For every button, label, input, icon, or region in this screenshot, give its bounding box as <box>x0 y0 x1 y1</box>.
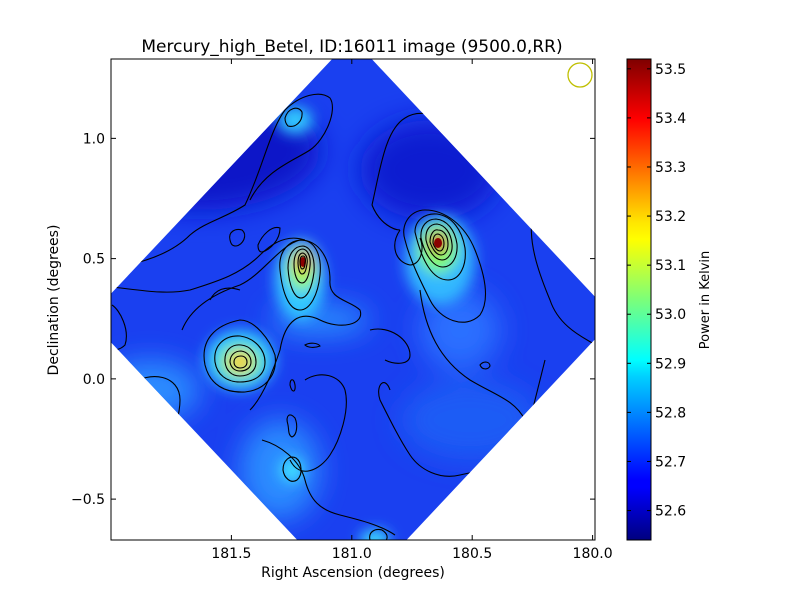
contour-line <box>425 223 453 261</box>
y-tick-label: −0.5 <box>71 492 105 508</box>
colorbar-tick-label: 53.2 <box>655 209 686 225</box>
axes-frame <box>110 58 596 541</box>
x-tick-label: 180.0 <box>573 546 613 562</box>
beam-size-circle <box>567 62 593 88</box>
y-axis: −0.5 0.0 0.5 1.0 <box>71 131 595 508</box>
contour-line <box>261 439 396 536</box>
x-axis: 181.5 181.0 180.5 180.0 <box>211 59 613 562</box>
colorbar-tick-label: 52.9 <box>655 356 686 372</box>
colorbar-tick-label: 52.7 <box>655 454 686 470</box>
contour-line <box>299 255 306 270</box>
contour-line <box>420 218 458 268</box>
contour-line <box>284 107 303 127</box>
colorbar-tick-label: 53.1 <box>655 258 686 274</box>
contour-line <box>287 245 315 299</box>
colorbar <box>626 58 652 541</box>
colorbar-tick-label: 53.5 <box>655 62 686 78</box>
contour-line <box>282 456 302 482</box>
y-tick-label: 1.0 <box>83 131 105 147</box>
contour-line <box>289 379 296 392</box>
contour-line <box>209 287 241 301</box>
colorbar-label: Power in Kelvin <box>698 251 713 349</box>
x-tick-label: 180.5 <box>452 546 492 562</box>
contour-line <box>229 350 252 372</box>
contour-line <box>369 328 411 364</box>
colorbar-tick-label: 53.3 <box>655 160 686 176</box>
colorbar-ticks: 52.6 52.7 52.8 52.9 53.0 53.1 53.2 53.3 53.4 53.5 <box>627 62 686 520</box>
contour-line <box>181 239 362 411</box>
contour-line <box>432 233 445 252</box>
contour-line <box>304 342 321 348</box>
contour-line <box>229 228 246 247</box>
contour-line <box>286 414 298 438</box>
contour-line <box>403 209 486 323</box>
contour-line <box>369 528 388 540</box>
x-tick-label: 181.0 <box>332 546 372 562</box>
contour-line <box>394 229 423 266</box>
contour-line <box>429 229 449 256</box>
chart-title: Mercury_high_Betel, ID:16011 image (9500… <box>141 37 562 57</box>
contour-line <box>111 157 183 223</box>
colorbar-tick-label: 53.4 <box>655 111 686 127</box>
contour-line <box>414 213 466 281</box>
contour-line <box>233 355 248 369</box>
contour-line <box>479 361 491 370</box>
contour-line <box>111 93 333 269</box>
contour-line <box>111 237 306 293</box>
heatmap-image <box>111 59 595 540</box>
y-tick-label: 0.5 <box>83 252 105 268</box>
colorbar-tick-label: 52.8 <box>655 405 686 421</box>
contour-line <box>224 344 257 377</box>
contour-line <box>203 319 276 393</box>
colorbar-tick-label: 53.0 <box>655 307 686 323</box>
contour-line <box>214 335 266 383</box>
contour-line <box>257 226 281 253</box>
contour-lines <box>111 93 595 540</box>
contour-line <box>297 252 308 275</box>
x-axis-label: Right Ascension (degrees) <box>261 565 445 581</box>
contour-line <box>289 374 347 472</box>
colorbar-tick-label: 52.6 <box>655 504 686 520</box>
y-axis-label: Declination (degrees) <box>46 225 62 376</box>
x-tick-label: 181.5 <box>211 546 251 562</box>
y-tick-label: 0.0 <box>83 372 105 388</box>
contour-line <box>293 248 311 284</box>
contour-line <box>577 250 595 271</box>
contour-line <box>279 239 321 311</box>
